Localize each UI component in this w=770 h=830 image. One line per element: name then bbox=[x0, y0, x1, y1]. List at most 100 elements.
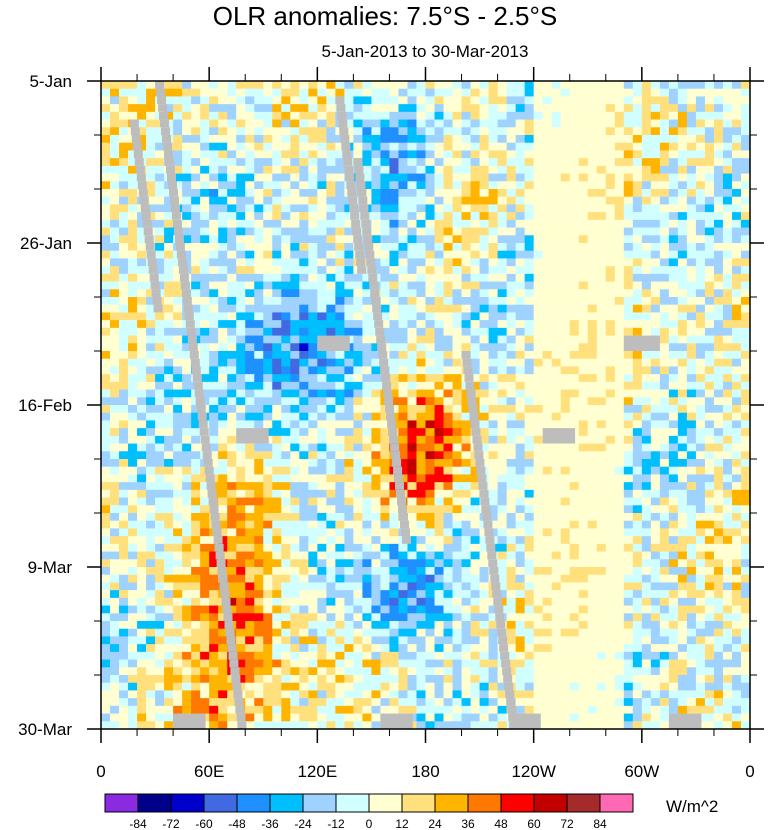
field-cell bbox=[272, 351, 282, 360]
field-cell bbox=[551, 397, 562, 406]
field-cell bbox=[173, 582, 183, 591]
field-cell bbox=[587, 150, 598, 159]
field-cell bbox=[659, 381, 670, 391]
field-cell bbox=[371, 451, 382, 460]
field-cell bbox=[218, 219, 228, 229]
field-cell bbox=[542, 135, 553, 144]
field-cell bbox=[236, 304, 246, 314]
field-cell bbox=[722, 304, 733, 314]
field-cell bbox=[110, 443, 120, 452]
field-cell bbox=[335, 389, 345, 398]
field-cell bbox=[155, 243, 165, 252]
field-cell bbox=[650, 173, 661, 182]
field-cell bbox=[515, 343, 526, 352]
field-cell bbox=[632, 482, 643, 491]
field-cell bbox=[398, 219, 409, 229]
field-cell bbox=[227, 489, 237, 499]
field-cell bbox=[362, 297, 373, 306]
field-cell bbox=[551, 204, 562, 213]
field-cell bbox=[263, 412, 273, 422]
field-cell bbox=[425, 412, 436, 422]
field-cell bbox=[722, 605, 733, 614]
field-cell bbox=[155, 196, 165, 206]
field-cell bbox=[155, 327, 165, 337]
field-cell bbox=[326, 528, 336, 537]
field-cell bbox=[155, 567, 165, 576]
field-cell bbox=[524, 405, 535, 414]
field-cell bbox=[254, 281, 264, 290]
field-cell bbox=[506, 381, 517, 391]
field-cell bbox=[452, 327, 463, 337]
field-cell bbox=[524, 397, 535, 406]
field-cell bbox=[281, 543, 291, 553]
field-cell bbox=[479, 173, 490, 182]
field-cell bbox=[524, 513, 535, 522]
field-cell bbox=[263, 459, 273, 468]
field-cell bbox=[137, 489, 147, 499]
field-cell bbox=[308, 173, 318, 182]
field-cell bbox=[272, 173, 282, 182]
field-cell bbox=[218, 351, 228, 360]
field-cell bbox=[110, 505, 120, 514]
field-cell bbox=[686, 567, 697, 576]
field-cell bbox=[677, 281, 688, 290]
field-cell bbox=[317, 142, 327, 152]
field-cell bbox=[191, 135, 201, 144]
field-cell bbox=[659, 489, 670, 499]
field-cell bbox=[650, 127, 661, 136]
field-cell bbox=[524, 451, 535, 460]
field-cell bbox=[200, 397, 210, 406]
field-cell bbox=[551, 266, 562, 275]
field-cell bbox=[479, 266, 490, 275]
field-cell bbox=[668, 513, 679, 522]
field-cell bbox=[200, 135, 210, 144]
field-cell bbox=[389, 258, 400, 267]
field-cell bbox=[353, 543, 363, 553]
field-cell bbox=[146, 181, 156, 190]
field-cell bbox=[353, 489, 363, 499]
field-cell bbox=[587, 227, 598, 236]
field-cell bbox=[254, 335, 264, 344]
field-cell bbox=[497, 204, 508, 213]
field-cell bbox=[173, 559, 183, 568]
field-cell bbox=[443, 258, 454, 267]
field-cell bbox=[452, 389, 463, 398]
field-cell bbox=[551, 412, 562, 422]
field-cell bbox=[506, 605, 517, 614]
field-cell bbox=[506, 574, 517, 584]
field-cell bbox=[677, 489, 688, 499]
field-cell bbox=[407, 266, 418, 275]
field-cell bbox=[506, 420, 517, 429]
field-cell bbox=[272, 119, 282, 128]
field-cell bbox=[551, 358, 562, 368]
field-cell bbox=[137, 96, 147, 105]
field-cell bbox=[191, 528, 201, 537]
field-cell bbox=[371, 574, 382, 584]
field-cell bbox=[380, 520, 391, 530]
field-cell bbox=[290, 474, 300, 483]
field-cell bbox=[119, 574, 129, 584]
field-cell bbox=[227, 466, 237, 476]
field-cell bbox=[317, 412, 327, 422]
field-cell bbox=[533, 327, 544, 337]
field-cell bbox=[110, 551, 120, 560]
field-cell bbox=[614, 111, 625, 121]
field-cell bbox=[632, 135, 643, 144]
field-cell bbox=[605, 297, 616, 306]
field-cell bbox=[137, 428, 147, 437]
field-cell bbox=[290, 590, 300, 599]
field-cell bbox=[299, 590, 309, 599]
field-cell bbox=[110, 489, 120, 499]
field-cell bbox=[515, 466, 526, 476]
field-cell bbox=[245, 559, 255, 568]
field-cell bbox=[317, 127, 327, 136]
field-cell bbox=[191, 142, 201, 152]
field-cell bbox=[119, 196, 129, 206]
field-cell bbox=[335, 204, 345, 213]
field-cell bbox=[263, 142, 273, 152]
field-cell bbox=[569, 513, 580, 522]
field-cell bbox=[677, 96, 688, 105]
field-cell bbox=[263, 111, 273, 121]
field-cell bbox=[605, 142, 616, 152]
field-cell bbox=[641, 543, 652, 553]
